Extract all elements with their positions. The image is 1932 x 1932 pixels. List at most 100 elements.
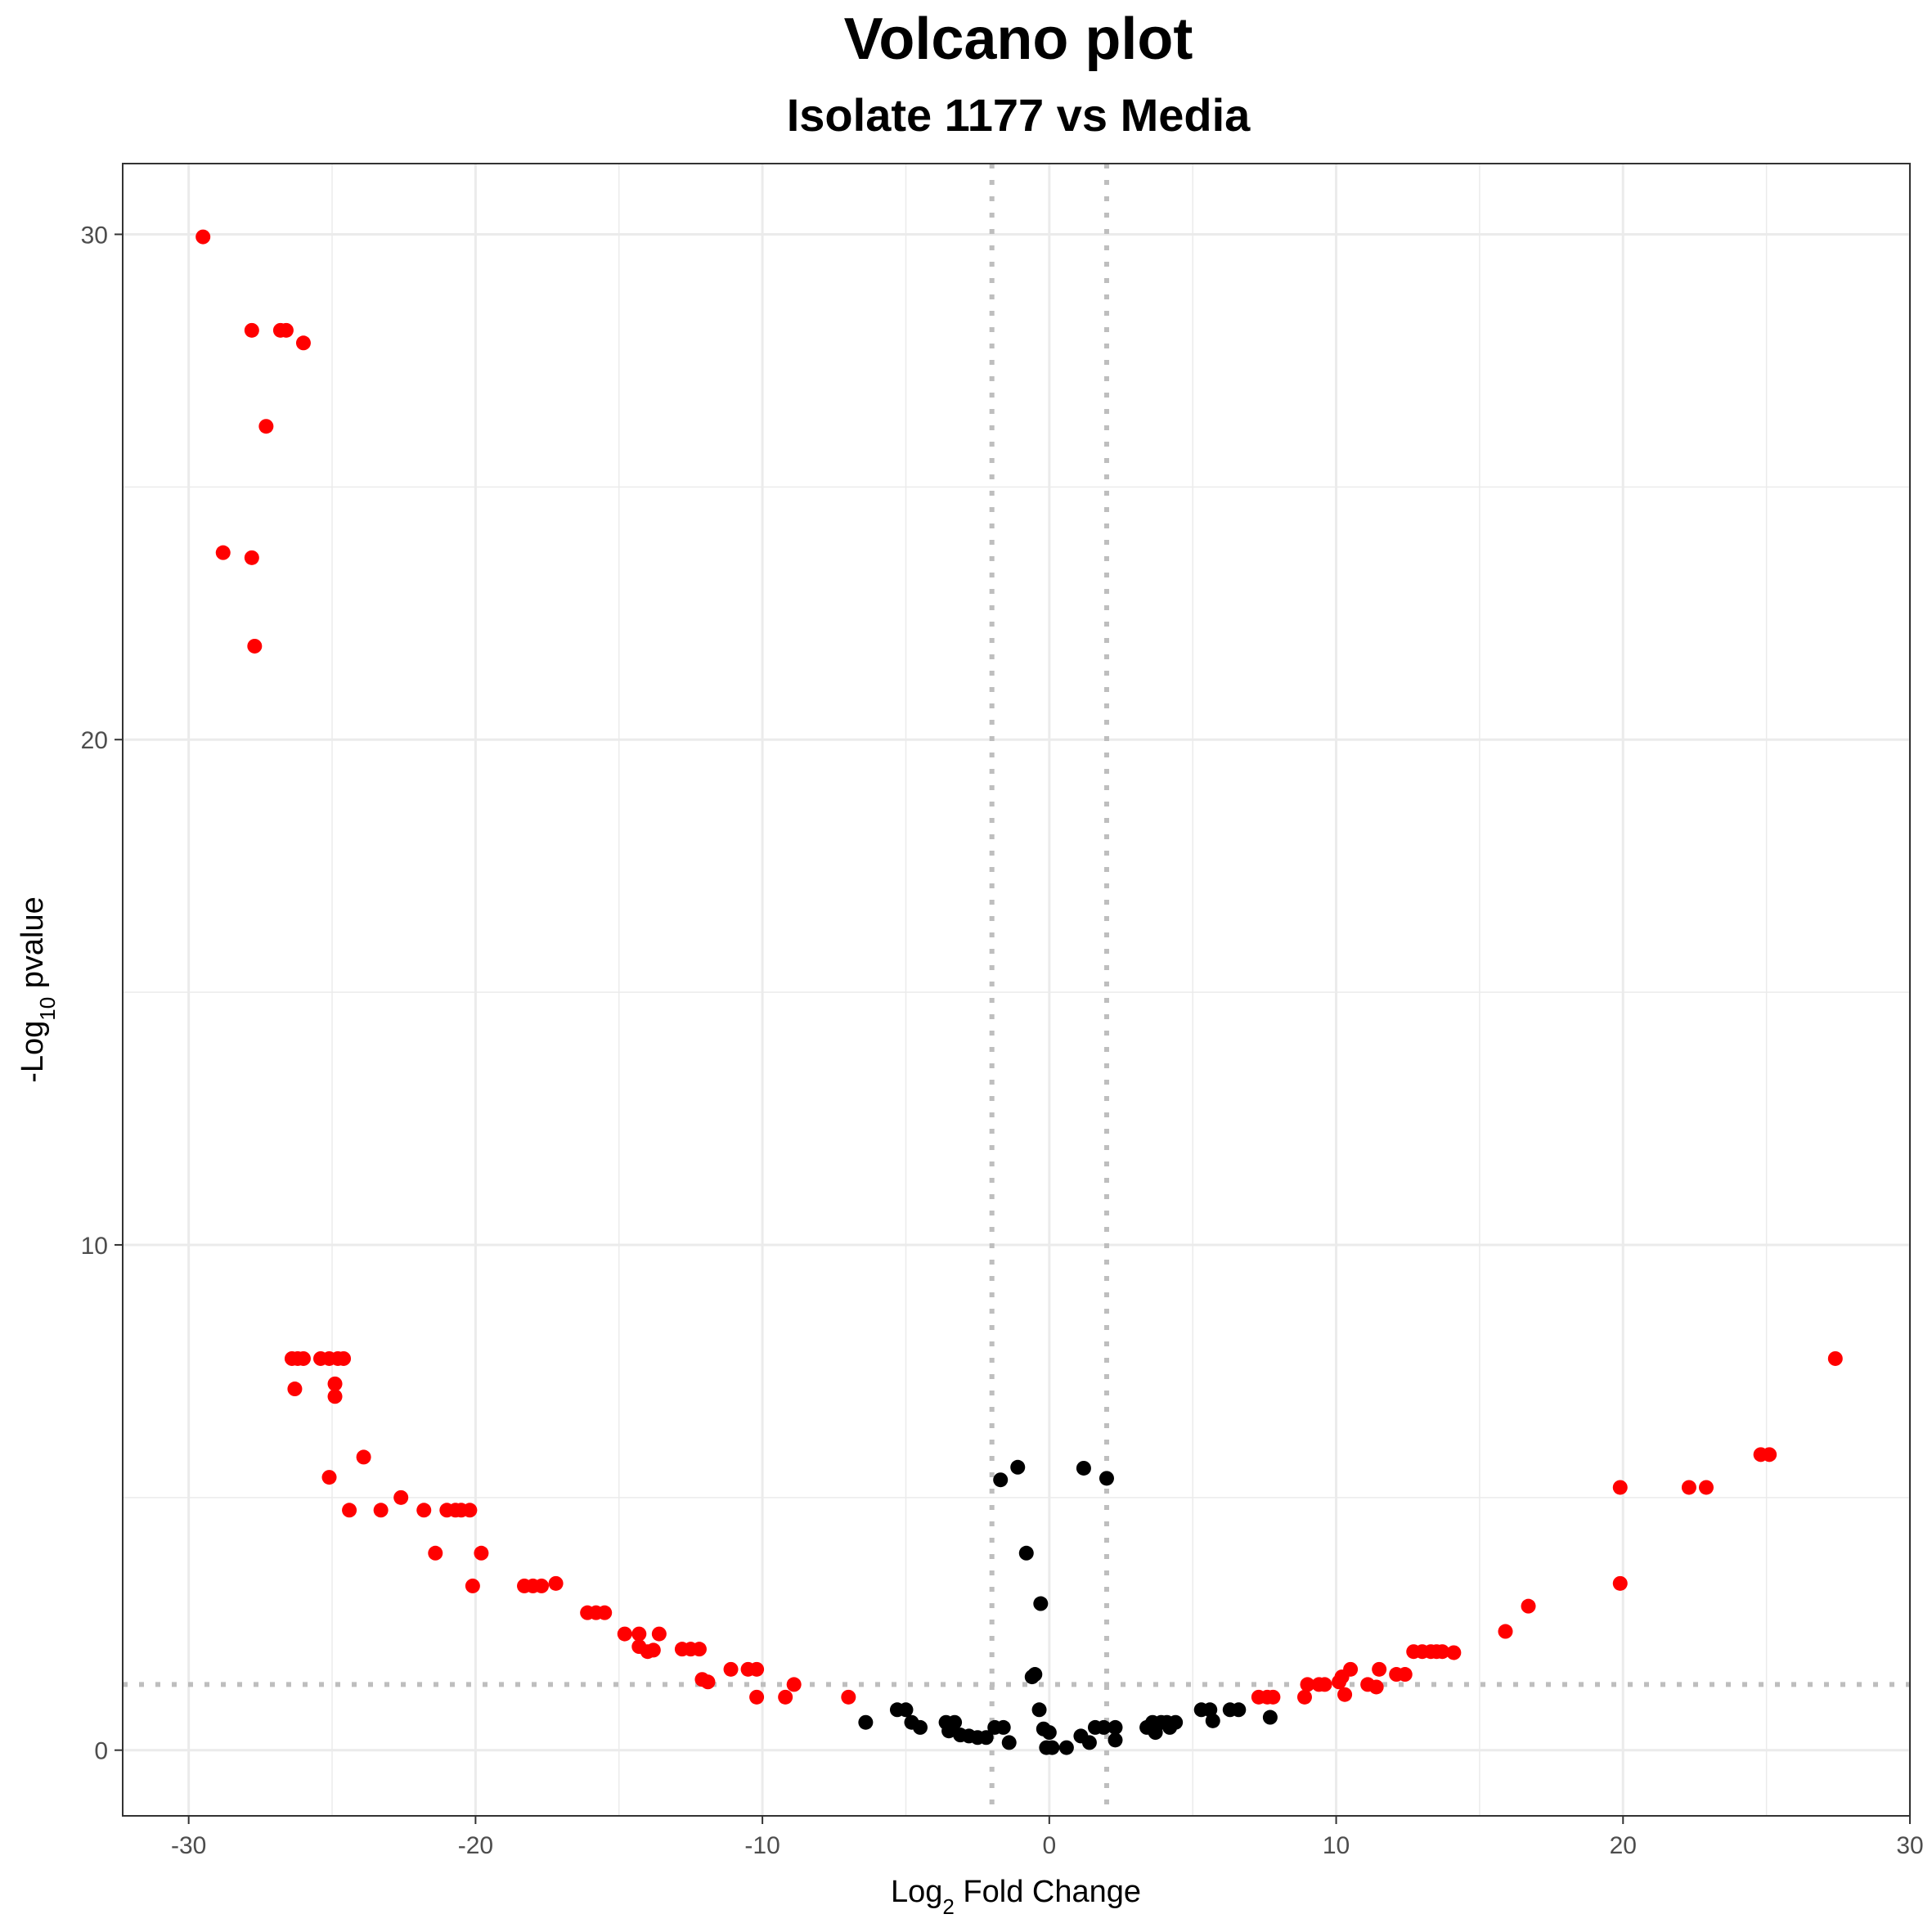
significant-point xyxy=(428,1545,443,1561)
significant-point xyxy=(258,419,274,434)
nonsignificant-point xyxy=(1202,1702,1218,1718)
x-tick-label: -20 xyxy=(458,1832,493,1859)
y-tick-label: 20 xyxy=(81,727,108,754)
x-axis-title: Log2 Fold Change xyxy=(891,1875,1141,1919)
significant-point xyxy=(1498,1624,1513,1639)
plot-border xyxy=(122,163,1911,1817)
nonsignificant-point xyxy=(913,1719,928,1735)
significant-point xyxy=(1265,1689,1281,1705)
significant-point xyxy=(342,1503,357,1518)
significant-point xyxy=(1337,1687,1353,1702)
significant-point xyxy=(247,638,263,654)
y-tick-label: 0 xyxy=(94,1738,108,1765)
nonsignificant-point xyxy=(1018,1545,1034,1561)
significant-point xyxy=(287,1382,303,1397)
significant-point xyxy=(1612,1575,1628,1591)
y-axis-ticks: 0 10 20 30 xyxy=(81,222,123,1765)
significant-point xyxy=(327,1376,343,1391)
significant-point xyxy=(1446,1645,1462,1660)
data-points xyxy=(195,229,1843,1755)
significant-point xyxy=(1435,1644,1450,1660)
significant-point xyxy=(1343,1661,1359,1677)
x-tick-label: 30 xyxy=(1896,1832,1923,1859)
significant-point xyxy=(295,335,311,351)
nonsignificant-point xyxy=(1058,1740,1074,1755)
significant-point xyxy=(651,1626,667,1642)
significant-point xyxy=(474,1545,489,1561)
x-tick-label: 10 xyxy=(1323,1832,1350,1859)
significant-point xyxy=(416,1503,432,1518)
significant-point xyxy=(786,1677,802,1692)
significant-point xyxy=(723,1661,739,1677)
significant-point xyxy=(617,1626,632,1642)
significant-point xyxy=(778,1689,793,1705)
significant-point xyxy=(841,1689,856,1705)
nonsignificant-point xyxy=(947,1714,963,1730)
significant-point xyxy=(1681,1480,1696,1495)
significant-point xyxy=(1521,1598,1536,1614)
nonsignificant-point xyxy=(1108,1732,1123,1748)
x-axis-ticks: -30 -20 -10 0 10 20 30 xyxy=(171,1816,1924,1859)
significant-point xyxy=(597,1605,613,1620)
nonsignificant-point xyxy=(858,1714,874,1730)
significant-point xyxy=(548,1575,564,1591)
significant-point xyxy=(215,545,231,560)
threshold-lines xyxy=(123,164,1910,1816)
significant-point xyxy=(373,1503,389,1518)
x-tick-label: -10 xyxy=(744,1832,780,1859)
significant-point xyxy=(244,550,259,565)
significant-point xyxy=(336,1350,352,1366)
nonsignificant-point xyxy=(993,1472,1009,1488)
x-tick-label: 0 xyxy=(1042,1832,1056,1859)
significant-point xyxy=(356,1449,371,1465)
nonsignificant-point xyxy=(1076,1460,1091,1476)
nonsignificant-point xyxy=(978,1730,994,1746)
nonsignificant-point xyxy=(1205,1713,1220,1728)
significant-point xyxy=(1296,1689,1312,1705)
grid-lines xyxy=(123,164,1912,1816)
significant-point xyxy=(195,229,211,245)
significant-point xyxy=(1300,1677,1315,1692)
significant-point xyxy=(465,1578,480,1593)
significant-point xyxy=(462,1503,478,1518)
nonsignificant-point xyxy=(1041,1725,1057,1741)
significant-point xyxy=(393,1489,409,1505)
significant-point xyxy=(244,322,259,338)
significant-point xyxy=(1762,1447,1777,1462)
nonsignificant-point xyxy=(1081,1735,1097,1750)
significant-point xyxy=(534,1578,550,1593)
y-tick-label: 30 xyxy=(81,222,108,249)
significant-point xyxy=(749,1689,765,1705)
nonsignificant-point xyxy=(1168,1714,1184,1730)
significant-point xyxy=(1372,1661,1387,1677)
significant-point xyxy=(321,1470,337,1485)
nonsignificant-point xyxy=(1108,1719,1123,1735)
significant-point xyxy=(278,322,294,338)
significant-point xyxy=(691,1642,707,1657)
nonsignificant-point xyxy=(1045,1740,1060,1755)
significant-point xyxy=(700,1674,716,1690)
significant-point xyxy=(1698,1480,1714,1495)
significant-point xyxy=(1827,1350,1843,1366)
nonsignificant-point xyxy=(1031,1702,1047,1718)
nonsignificant-point xyxy=(1262,1710,1278,1725)
significant-point xyxy=(1317,1677,1332,1692)
significant-point xyxy=(327,1389,343,1404)
nonsignificant-point xyxy=(1096,1719,1112,1735)
nonsignificant-point xyxy=(1099,1471,1114,1486)
nonsignificant-point xyxy=(1033,1596,1049,1611)
nonsignificant-point xyxy=(1231,1702,1247,1718)
nonsignificant-point xyxy=(898,1702,914,1718)
chart-subtitle: Isolate 1177 vs Media xyxy=(787,89,1251,141)
chart-title: Volcano plot xyxy=(844,7,1193,72)
significant-point xyxy=(631,1626,647,1642)
significant-point xyxy=(1368,1679,1384,1695)
plot-panel xyxy=(123,164,1910,1816)
significant-point xyxy=(295,1350,311,1366)
nonsignificant-point xyxy=(1010,1459,1026,1475)
nonsignificant-point xyxy=(1001,1735,1017,1750)
significant-point xyxy=(1612,1480,1628,1495)
nonsignificant-point xyxy=(1027,1667,1043,1683)
significant-point xyxy=(749,1661,765,1677)
